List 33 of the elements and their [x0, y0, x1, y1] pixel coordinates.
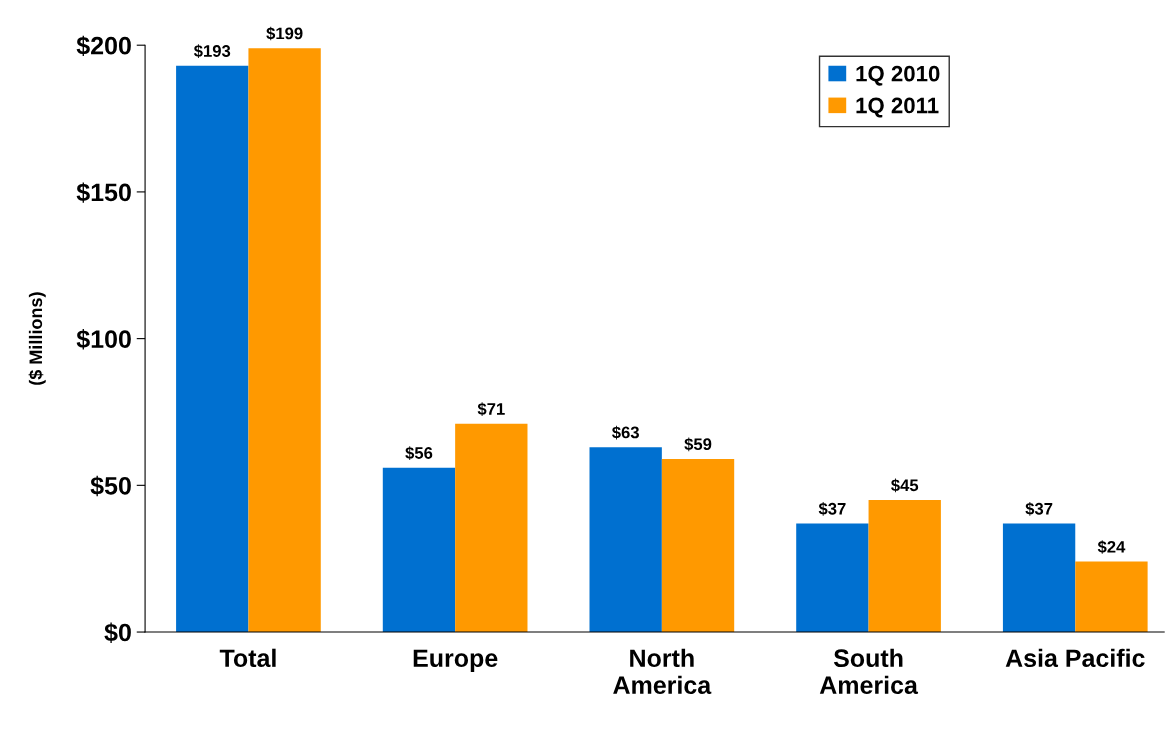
- data-label: $193: [193, 44, 231, 58]
- y-tick-label: $150: [76, 182, 131, 203]
- x-tick-label: Total: [219, 648, 276, 668]
- data-label: $199: [266, 26, 303, 41]
- bar: [796, 523, 869, 633]
- data-label: $63: [611, 425, 639, 440]
- data-label: $59: [684, 437, 712, 452]
- data-label: $37: [1025, 502, 1053, 516]
- bar: [661, 458, 735, 633]
- bar: [455, 423, 528, 633]
- y-tick-label: $200: [76, 35, 131, 57]
- bar: [1002, 523, 1076, 633]
- bar: [868, 500, 941, 633]
- bar: [589, 447, 662, 633]
- bar: [176, 65, 249, 633]
- x-tick-label: South America: [819, 648, 919, 694]
- legend-label: 1Q 2011: [856, 97, 939, 118]
- x-tick-label: North America: [613, 648, 712, 694]
- y-tick-label: $0: [104, 622, 131, 643]
- legend-label: 1Q 2010: [856, 65, 940, 86]
- data-label: $24: [1097, 540, 1126, 554]
- bar: [382, 467, 456, 633]
- data-label: $56: [405, 446, 433, 460]
- y-tick-label: $50: [90, 475, 131, 497]
- data-label: $37: [818, 502, 846, 516]
- bar: [248, 48, 321, 633]
- data-label: $45: [891, 478, 919, 493]
- x-tick-label: Europe: [413, 649, 498, 673]
- y-axis-title: ($ Millions): [28, 292, 46, 385]
- y-tick-label: $100: [76, 329, 131, 350]
- x-tick-label: Asia Pacific: [1005, 648, 1145, 668]
- bar: [1075, 561, 1148, 633]
- data-label: $71: [477, 402, 505, 416]
